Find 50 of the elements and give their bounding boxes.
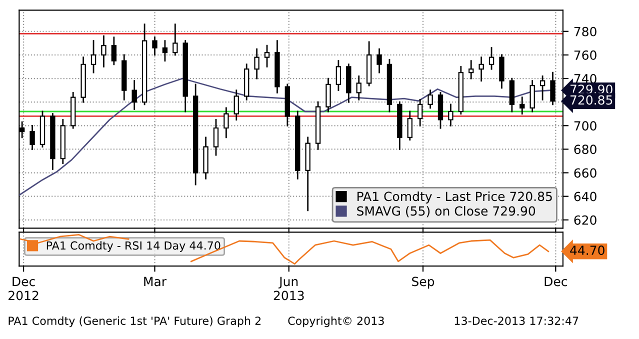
candlestick [132,80,137,110]
annotation: 720.85 [570,95,612,105]
candlestick [111,36,117,66]
candlestick [101,35,106,68]
candlestick [152,36,158,56]
candlestick [234,90,239,120]
candlestick [254,48,260,80]
candlestick [478,56,484,82]
x-tick-label: Sep [412,276,434,289]
candlestick [468,60,474,80]
y-tick-label: 760 [574,50,596,60]
y-tick-label: 640 [574,192,596,202]
text: 13-Dec-2013 17:32:47 [454,316,578,325]
candlestick [530,80,535,112]
candlestick [488,47,494,70]
candlestick [326,78,331,112]
x-tick-label: Mar [144,276,167,286]
candlestick [540,75,546,100]
legend-label: SMAVG (55) on Close 729.90 [357,206,536,218]
candlestick [499,54,504,89]
text: PA1 Comdty (Generic 1st 'PA' Future) Graph 2 [8,316,261,328]
candlestick [550,72,556,106]
y-tick-label: 700 [574,121,596,131]
candlestick [417,99,423,126]
candlestick [509,78,515,112]
y-tick-label: 680 [574,144,596,154]
candlestick [224,107,229,138]
candlestick [162,40,168,62]
candlestick [448,104,454,126]
candlestick [336,60,342,91]
candlestick [30,124,35,150]
annotation: 44.70 [570,246,604,255]
y-tick-label: 620 [574,215,596,225]
x-tick-label: Dec [544,276,567,286]
candlestick [428,90,433,109]
y-tick-label: 780 [574,26,596,36]
legend-label: PA1 Comdty - Last Price 720.85 [358,191,552,204]
candlestick [90,40,96,74]
x-tick-label: Dec 2012 [8,276,38,300]
candlestick [213,119,219,156]
text: Copyright© 2013 [288,316,384,328]
x-tick-label: Jun 2013 [274,276,304,300]
y-tick-label: 660 [574,168,596,178]
candlestick [407,110,412,140]
candlestick [376,48,382,74]
candlestick [356,75,362,100]
candlestick [520,96,525,115]
candlestick [264,44,270,68]
legend-label: PA1 Comdty - RSI 14 Day 44.70 [46,241,220,252]
candlestick [172,24,178,56]
